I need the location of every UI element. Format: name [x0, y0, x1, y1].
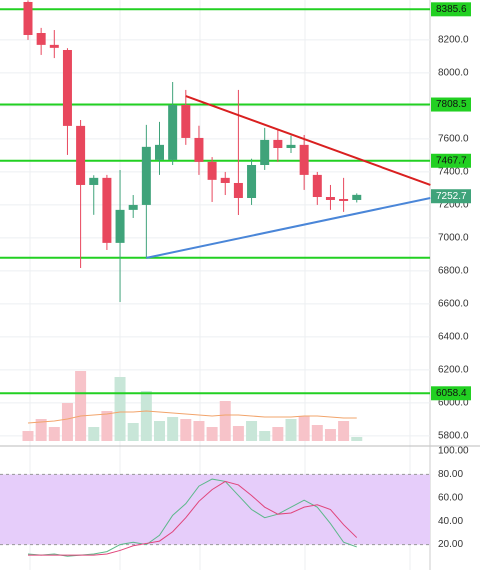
y-tick-label: 80.00 — [438, 469, 463, 480]
volume-bar — [219, 401, 231, 441]
volume-bar — [272, 427, 284, 441]
level-label-box — [431, 97, 471, 112]
candle-body — [220, 177, 230, 183]
candle-body — [273, 139, 283, 149]
y-tick-label: 7200.0 — [438, 200, 469, 211]
y-tick-label: 8000.0 — [438, 68, 469, 79]
candle-body — [299, 144, 309, 175]
candle-body — [312, 174, 322, 198]
volume-ma — [27, 410, 357, 424]
volume-bar — [154, 421, 165, 441]
y-tick-label: 7600.0 — [438, 134, 469, 145]
candle-body — [207, 161, 217, 180]
y-tick-label: 20.00 — [438, 539, 463, 550]
candle-body — [247, 164, 257, 198]
y-tick-label: 7000.0 — [438, 233, 469, 244]
volume-bar — [61, 403, 73, 441]
candle-body — [233, 182, 243, 198]
level-label: 7808.5 — [436, 99, 467, 110]
volume-bar — [206, 427, 218, 441]
candle-body — [115, 209, 125, 243]
candle-body — [325, 197, 335, 200]
volume-bar — [48, 427, 60, 441]
volume-bar — [22, 431, 34, 441]
candle-body — [76, 125, 86, 185]
level-label-box — [431, 153, 471, 168]
volume-bar — [88, 427, 100, 441]
level-label-box — [431, 386, 471, 401]
candle-body — [155, 144, 164, 160]
y-tick-label: 5800.0 — [438, 431, 469, 442]
level-label-box — [431, 2, 471, 17]
y-tick-label: 6200.0 — [438, 365, 469, 376]
level-label: 6058.4 — [436, 388, 467, 399]
current-price-label: 7252.7 — [436, 191, 467, 202]
volume-bar — [127, 423, 139, 441]
volume-bar — [285, 419, 297, 441]
volume-bar — [140, 391, 152, 441]
volume-bar — [35, 419, 47, 441]
candle-body — [23, 1, 33, 35]
volume-bar — [167, 417, 179, 441]
candle-body — [181, 104, 191, 138]
level-label: 7467.7 — [436, 155, 467, 166]
volume-bar — [114, 377, 126, 441]
oscillator-line — [28, 480, 358, 556]
candle-body — [62, 49, 72, 126]
candle-body — [194, 137, 204, 162]
y-tick-label: 6400.0 — [438, 332, 469, 343]
current-price-box — [431, 189, 471, 204]
volume-bar — [180, 419, 192, 441]
volume-bar — [193, 421, 205, 441]
y-tick-label: 6000.0 — [438, 398, 469, 409]
candle-body — [89, 177, 99, 185]
volume-bar — [259, 431, 271, 441]
y-tick-label: 100.00 — [438, 446, 469, 457]
band — [0, 474, 430, 545]
volume-bar — [101, 411, 113, 441]
volume-bar — [75, 371, 87, 441]
candle-body — [49, 44, 59, 48]
candle-body — [168, 104, 178, 160]
volume-bar — [246, 421, 258, 441]
volume-bar — [338, 421, 350, 441]
y-tick-label: 60.00 — [438, 492, 463, 503]
candle-body — [339, 198, 349, 201]
candle-body — [36, 32, 46, 45]
volume-bar — [298, 416, 310, 441]
candle-body — [141, 146, 151, 205]
y-tick-label: 40.00 — [438, 516, 463, 527]
trendline — [146, 197, 431, 259]
y-tick-label: 7400.0 — [438, 167, 469, 178]
level-label: 8385.6 — [436, 4, 467, 15]
candle-body — [128, 204, 138, 210]
volume-bar — [324, 429, 336, 441]
candle-body — [352, 194, 362, 200]
candle-body — [102, 177, 112, 243]
trendline — [185, 95, 431, 186]
y-tick-label: 8200.0 — [438, 35, 469, 46]
y-tick-label: 6800.0 — [438, 266, 469, 277]
candle-body — [260, 139, 270, 165]
volume-bar — [351, 437, 363, 441]
y-tick-label: 6600.0 — [438, 299, 469, 310]
candle-body — [286, 144, 296, 149]
volume-bar — [232, 426, 244, 441]
volume-bar — [311, 425, 323, 441]
